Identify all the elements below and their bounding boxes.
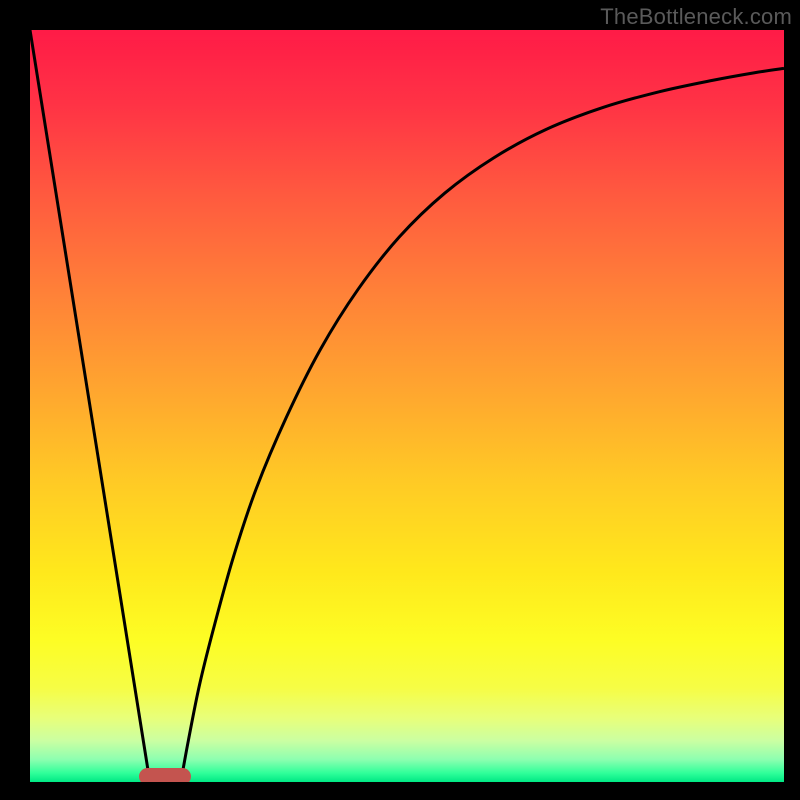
plot-area xyxy=(30,30,784,782)
bottleneck-marker xyxy=(139,768,190,782)
chart-root: { "watermark": { "text": "TheBottleneck.… xyxy=(0,0,800,800)
watermark-label: TheBottleneck.com xyxy=(600,4,792,30)
chart-curves xyxy=(30,30,784,782)
